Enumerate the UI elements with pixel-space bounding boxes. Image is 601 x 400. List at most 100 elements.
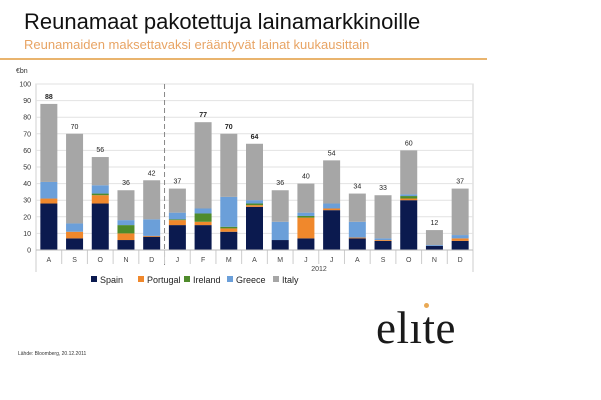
bar-segment-spain [400, 200, 418, 250]
legend-label-italy: Italy [282, 275, 299, 285]
legend-label-spain: Spain [100, 275, 123, 285]
bar-segment-portugal [91, 195, 109, 204]
total-label: 77 [199, 112, 207, 119]
source-note: Lähde: Bloomberg, 20.12.2011 [18, 351, 87, 357]
legend-label-ireland: Ireland [193, 275, 221, 285]
bar-segment-italy [297, 183, 315, 213]
y-tick-label: 100 [19, 82, 31, 89]
x-tick-label: A [252, 257, 257, 264]
bar-segment-greece [143, 219, 161, 236]
total-label: 42 [148, 170, 156, 177]
bar-segment-greece [246, 200, 263, 204]
bar-segment-greece [194, 208, 212, 214]
bar-segment-greece [323, 203, 341, 209]
bar-segment-italy [168, 188, 186, 213]
total-label: 64 [251, 134, 259, 141]
x-tick-label: O [98, 257, 104, 264]
year-label: 2012 [311, 266, 327, 273]
bar-segment-greece [374, 238, 392, 241]
bar-segment-ireland [297, 215, 315, 218]
total-label: 40 [302, 174, 310, 181]
legend-swatch-greece [227, 276, 233, 282]
x-tick-label: D [149, 257, 154, 264]
y-tick-label: 70 [23, 131, 31, 138]
legend-swatch-ireland [184, 276, 190, 282]
bar-segment-italy [323, 160, 341, 204]
y-tick-label: 50 [23, 165, 31, 172]
bar-segment-portugal [168, 220, 186, 226]
bar-segment-greece [220, 196, 238, 227]
x-tick-label: M [226, 257, 232, 264]
bar-segment-spain [117, 240, 135, 250]
x-tick-label: F [201, 257, 205, 264]
bar-segment-greece [40, 181, 58, 199]
y-tick-label: 40 [23, 181, 31, 188]
total-label: 70 [71, 124, 79, 131]
bar-segment-portugal [374, 240, 392, 241]
bar-segment-italy [425, 230, 443, 246]
x-tick-label: M [277, 257, 283, 264]
legend-label-portugal: Portugal [147, 275, 181, 285]
bar-segment-spain [168, 225, 186, 250]
bar-segment-italy [194, 122, 212, 209]
bar-segment-italy [117, 190, 135, 221]
y-tick-label: 60 [23, 148, 31, 155]
bar-segment-portugal [66, 231, 84, 239]
bar-segment-greece [451, 235, 469, 239]
x-tick-label: J [304, 257, 308, 264]
total-label: 88 [45, 94, 53, 101]
bar-segment-portugal [143, 235, 161, 237]
total-label: 36 [122, 180, 130, 187]
bar-segment-italy [451, 188, 469, 236]
x-tick-label: A [47, 257, 52, 264]
y-tick-label: 30 [23, 198, 31, 205]
x-tick-label: A [355, 257, 360, 264]
bar-segment-spain [425, 245, 443, 250]
total-label: 54 [328, 150, 336, 157]
bar-segment-spain [323, 210, 341, 250]
bar-segment-greece [66, 223, 84, 232]
bar-segment-spain [194, 225, 212, 250]
total-label: 12 [431, 220, 439, 227]
total-label: 60 [405, 140, 413, 147]
bar-segment-spain [374, 240, 392, 250]
bar-segment-italy [143, 180, 161, 220]
bar-segment-portugal [220, 228, 238, 232]
bar-segment-spain [348, 238, 366, 250]
bar-segment-greece [91, 185, 109, 194]
x-tick-label: J [330, 257, 334, 264]
y-tick-label: 90 [23, 98, 31, 105]
bar-segment-italy [246, 143, 263, 201]
bar-segment-ireland [246, 203, 263, 206]
bar-segment-ireland [117, 225, 135, 234]
y-tick-label: 20 [23, 214, 31, 221]
x-tick-label: S [72, 257, 77, 264]
bar-segment-italy [91, 157, 109, 186]
y-tick-label: 10 [23, 231, 31, 238]
bar-segment-portugal [297, 217, 315, 239]
bar-segment-italy [400, 150, 418, 195]
bar-segment-portugal [451, 238, 469, 241]
bar-segment-spain [451, 240, 469, 250]
bar-segment-portugal [400, 198, 418, 201]
legend-swatch-italy [273, 276, 279, 282]
bar-segment-portugal [348, 237, 366, 239]
bar-segment-italy [40, 103, 58, 182]
elite-logo: elıte [376, 303, 456, 353]
bar-segment-greece [348, 221, 366, 238]
bar-segment-spain [220, 231, 238, 250]
bar-segment-spain [297, 238, 315, 250]
bar-segment-ireland [91, 193, 109, 196]
total-label: 37 [456, 179, 464, 186]
bar-segment-portugal [246, 205, 263, 207]
legend-swatch-portugal [138, 276, 144, 282]
bar-segment-greece [168, 212, 186, 220]
bar-segment-portugal [117, 233, 135, 241]
legend-swatch-spain [91, 276, 97, 282]
total-label: 36 [276, 180, 284, 187]
y-tick-label: 80 [23, 115, 31, 122]
bar-segment-portugal [323, 208, 341, 211]
bar-segment-spain [143, 236, 161, 250]
bar-segment-italy [220, 133, 238, 197]
